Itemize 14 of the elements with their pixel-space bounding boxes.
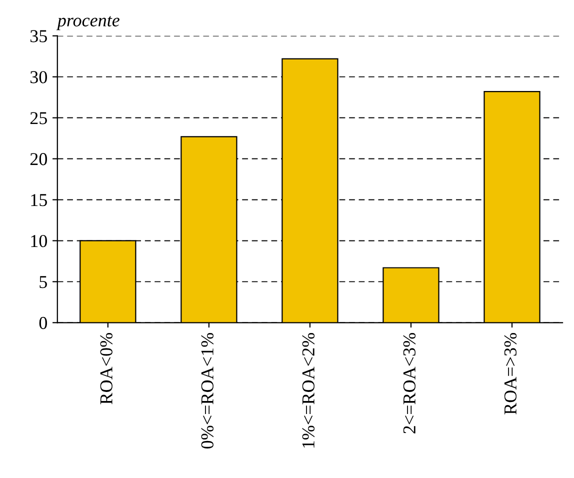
y-tick-label: 5: [40, 276, 47, 288]
y-tick-label: 35: [30, 30, 47, 42]
x-tick-label: ROA<0%: [100, 332, 112, 404]
y-tick-label: 25: [30, 112, 47, 124]
y-tick-label: 30: [30, 71, 47, 84]
x-tick-label: 0%<=ROA<1%: [201, 332, 214, 448]
y-axis-title: procente: [56, 16, 120, 30]
x-tick-label: 1%<=ROA<2%: [302, 332, 315, 448]
y-tick-label: 20: [30, 153, 47, 166]
y-tick-label: 15: [31, 194, 47, 206]
y-tick-label: 0: [39, 316, 47, 330]
x-tick-label: ROA=>3%: [504, 332, 517, 414]
x-tick-label: 2<=ROA<3%: [403, 332, 416, 434]
y-tick-label: 10: [31, 234, 47, 248]
